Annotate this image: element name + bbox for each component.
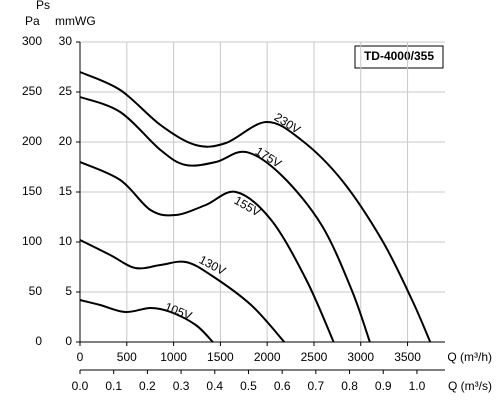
y2-tick-label: 20 <box>59 134 73 148</box>
x-title: Q (m³/h) <box>447 350 492 364</box>
x2-tick-label: 0.3 <box>173 379 190 393</box>
y2-unit: mmWG <box>55 14 96 28</box>
x2-tick-label: 0.5 <box>240 379 257 393</box>
x-tick-label: 3500 <box>394 350 421 364</box>
curve <box>79 71 432 343</box>
curve-label: 155V <box>232 193 263 219</box>
curve-label: 230V <box>272 110 303 137</box>
y2-tick-label: 15 <box>59 184 73 198</box>
y2-tick-label: 10 <box>59 234 73 248</box>
x2-tick-label: 0.4 <box>206 379 223 393</box>
curve <box>79 96 371 343</box>
x-tick-label: 2500 <box>301 350 328 364</box>
curve-label: 105V <box>163 299 194 322</box>
y-title: Ps <box>36 0 50 12</box>
x2-tick-label: 0.9 <box>375 379 392 393</box>
y2-tick-label: 0 <box>65 334 72 348</box>
curve-label: 130V <box>197 253 228 279</box>
x2-tick-label: 0.0 <box>72 379 89 393</box>
x2-tick-label: 0.6 <box>274 379 291 393</box>
y-tick-label: 200 <box>22 134 42 148</box>
curve <box>79 239 286 343</box>
y-tick-label: 100 <box>22 234 42 248</box>
y-tick-label: 150 <box>22 184 42 198</box>
y-tick-label: 0 <box>35 334 42 348</box>
x-tick-label: 2000 <box>254 350 281 364</box>
x-tick-label: 1500 <box>207 350 234 364</box>
x-tick-label: 500 <box>117 350 137 364</box>
y2-tick-label: 25 <box>59 84 73 98</box>
y2-tick-label: 5 <box>65 284 72 298</box>
y-unit: Pa <box>25 14 40 28</box>
x2-tick-label: 0.8 <box>341 379 358 393</box>
y2-tick-label: 30 <box>59 34 73 48</box>
model-box <box>354 45 444 69</box>
y-tick-label: 50 <box>29 284 43 298</box>
x2-tick-label: 0.7 <box>308 379 325 393</box>
curve <box>79 161 335 343</box>
x2-tick-label: 0.1 <box>105 379 122 393</box>
curve-label: 175V <box>253 144 284 171</box>
x2-title: Q (m³/s) <box>448 379 492 393</box>
x-tick-label: 0 <box>77 350 84 364</box>
x2-tick-label: 1.0 <box>409 379 426 393</box>
model-label: TD-4000/355 <box>364 49 434 63</box>
y-tick-label: 300 <box>22 34 42 48</box>
y-tick-label: 250 <box>22 84 42 98</box>
x-tick-label: 3000 <box>347 350 374 364</box>
x-tick-label: 1000 <box>160 350 187 364</box>
curve <box>79 299 214 343</box>
x2-tick-label: 0.2 <box>139 379 156 393</box>
